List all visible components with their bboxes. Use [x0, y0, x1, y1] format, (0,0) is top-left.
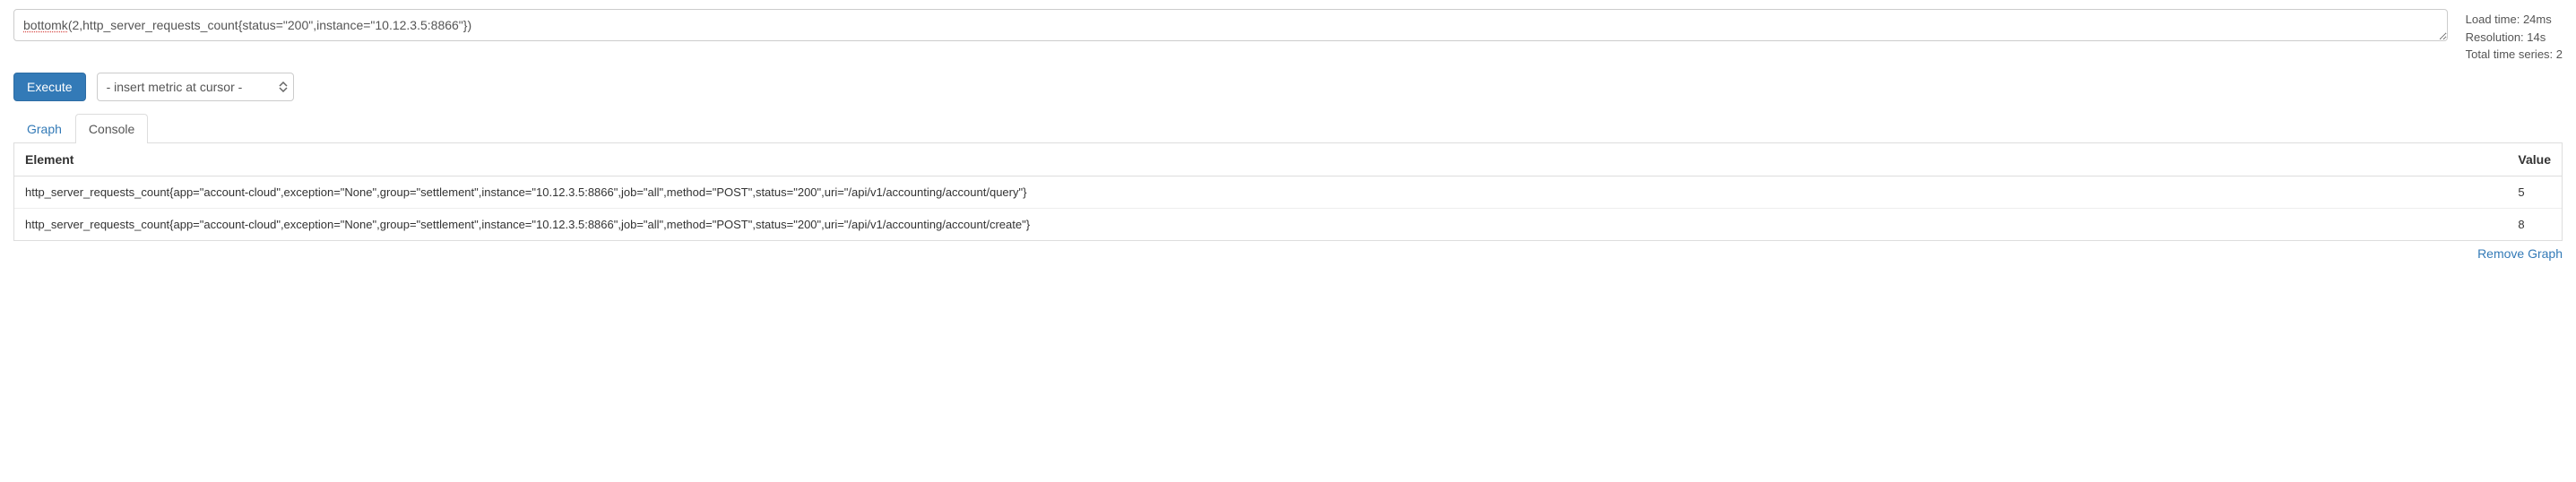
tab-console[interactable]: Console: [75, 114, 148, 143]
table-row: http_server_requests_count{app="account-…: [14, 176, 2562, 208]
metric-select[interactable]: - insert metric at cursor -: [97, 73, 294, 101]
value-cell: 5: [2507, 176, 2562, 208]
metric-select-label: - insert metric at cursor -: [107, 80, 243, 94]
value-cell: 8: [2507, 208, 2562, 240]
column-header-value: Value: [2507, 143, 2562, 176]
remove-graph-link[interactable]: Remove Graph: [2477, 246, 2563, 261]
results-panel: Element Value http_server_requests_count…: [13, 143, 2563, 241]
resolution-stat: Resolution: 14s: [2466, 29, 2563, 47]
query-stats: Load time: 24ms Resolution: 14s Total ti…: [2466, 9, 2563, 64]
results-table: Element Value http_server_requests_count…: [14, 143, 2562, 240]
tab-graph[interactable]: Graph: [13, 114, 75, 143]
element-cell: http_server_requests_count{app="account-…: [14, 208, 2507, 240]
load-time-stat: Load time: 24ms: [2466, 11, 2563, 29]
execute-button[interactable]: Execute: [13, 73, 86, 101]
element-cell: http_server_requests_count{app="account-…: [14, 176, 2507, 208]
result-tabs: Graph Console: [13, 114, 2563, 143]
query-input[interactable]: bottomk(2,http_server_requests_count{sta…: [13, 9, 2448, 41]
table-row: http_server_requests_count{app="account-…: [14, 208, 2562, 240]
column-header-element: Element: [14, 143, 2507, 176]
total-series-stat: Total time series: 2: [2466, 46, 2563, 64]
stepper-icon: [279, 82, 288, 92]
